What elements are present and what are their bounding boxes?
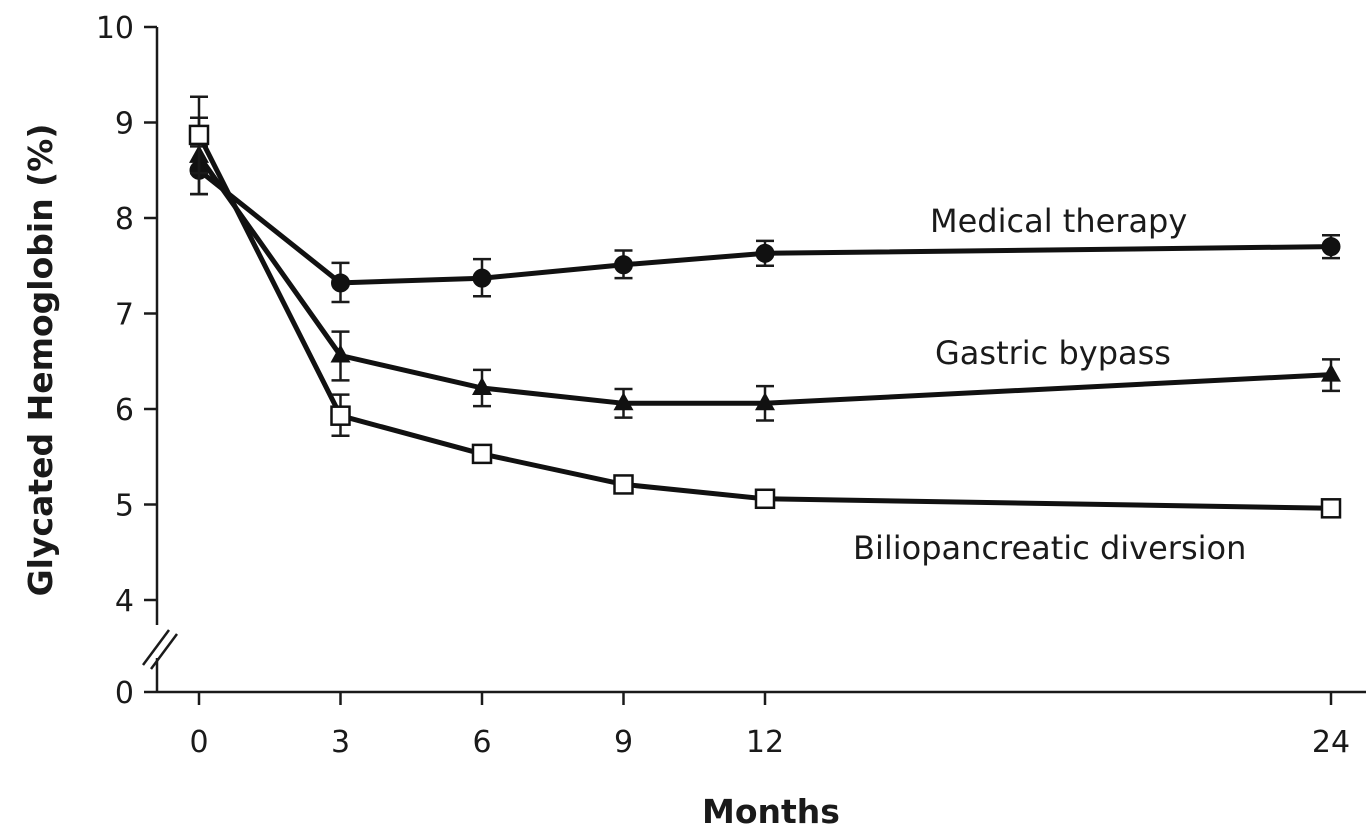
y-tick-label: 6 bbox=[115, 393, 134, 428]
data-point bbox=[755, 392, 775, 411]
series-label-biliopancreatic-diversion: Biliopancreatic diversion bbox=[853, 529, 1246, 567]
x-tick-label: 0 bbox=[189, 725, 208, 760]
y-tick-label: 9 bbox=[115, 107, 134, 142]
data-point bbox=[613, 392, 634, 411]
y-tick-label: 5 bbox=[115, 489, 134, 524]
data-point bbox=[1320, 498, 1342, 519]
axis-break-mark bbox=[149, 633, 179, 670]
series-line bbox=[197, 168, 1332, 286]
y-tick-label: 10 bbox=[96, 11, 134, 46]
axes bbox=[141, 27, 1366, 694]
data-point bbox=[472, 376, 492, 395]
data-point bbox=[754, 488, 776, 510]
data-point bbox=[330, 344, 351, 363]
data-point bbox=[614, 255, 633, 275]
series-label-medical-therapy: Medical therapy bbox=[930, 202, 1187, 240]
data-point bbox=[472, 268, 492, 288]
y-axis-ticks: 0 4 5 6 7 8 9 10 bbox=[96, 11, 157, 711]
data-point bbox=[331, 273, 350, 293]
x-axis-title: Months bbox=[702, 792, 840, 828]
series-biliopancreatic-diversion bbox=[188, 95, 1342, 519]
x-tick-label: 6 bbox=[472, 725, 491, 760]
y-tick-label: 7 bbox=[115, 298, 134, 333]
y-tick-label: 8 bbox=[115, 202, 134, 237]
series-line bbox=[196, 154, 1332, 406]
series-label-gastric-bypass: Gastric bypass bbox=[935, 334, 1171, 372]
data-point bbox=[330, 405, 351, 426]
data-point bbox=[1321, 237, 1341, 257]
axis-break-mark bbox=[141, 629, 171, 666]
data-point bbox=[755, 243, 775, 263]
y-tick-label: 4 bbox=[115, 584, 134, 619]
data-point bbox=[1321, 363, 1341, 382]
series-line bbox=[196, 133, 1332, 511]
x-tick-label: 3 bbox=[331, 725, 350, 760]
x-tick-label: 12 bbox=[746, 725, 784, 760]
series-layer bbox=[188, 95, 1342, 519]
x-axis-ticks: 0 3 6 9 12 24 bbox=[189, 692, 1350, 760]
series-gastric-bypass bbox=[189, 116, 1341, 422]
data-point bbox=[471, 443, 493, 465]
data-point bbox=[188, 124, 210, 146]
x-tick-label: 9 bbox=[614, 725, 633, 760]
data-point bbox=[613, 474, 634, 495]
y-axis-title: Glycated Hemoglobin (%) bbox=[21, 124, 60, 597]
x-tick-label: 24 bbox=[1312, 725, 1350, 760]
y-tick-label: 0 bbox=[115, 676, 134, 711]
